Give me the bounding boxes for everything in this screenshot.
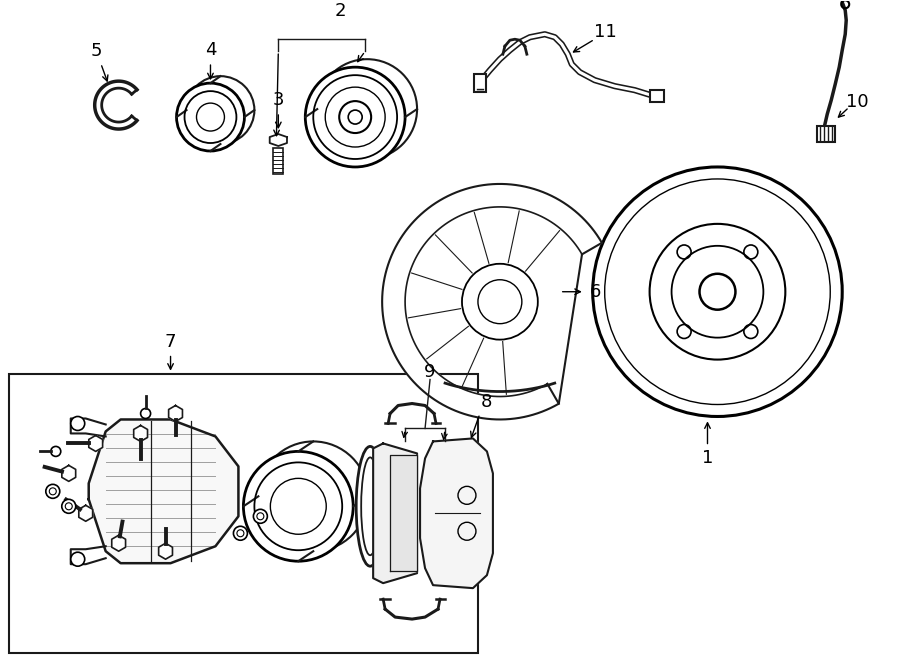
Text: 8: 8	[482, 393, 492, 410]
Polygon shape	[420, 438, 493, 588]
Circle shape	[140, 408, 150, 418]
Circle shape	[305, 67, 405, 167]
Text: 4: 4	[204, 41, 216, 59]
Circle shape	[46, 485, 59, 498]
Bar	[650, 90, 663, 102]
Circle shape	[71, 416, 85, 430]
Circle shape	[62, 499, 76, 514]
Polygon shape	[62, 465, 76, 481]
Polygon shape	[390, 455, 417, 571]
Circle shape	[233, 526, 248, 540]
Polygon shape	[168, 405, 183, 422]
Bar	[817, 126, 835, 142]
Circle shape	[593, 167, 842, 416]
Bar	[274, 148, 284, 174]
Circle shape	[50, 446, 61, 456]
Text: 9: 9	[424, 363, 436, 381]
Circle shape	[176, 83, 245, 151]
Polygon shape	[382, 184, 602, 420]
Text: 1: 1	[702, 449, 713, 467]
Text: 6: 6	[590, 283, 601, 301]
Circle shape	[243, 451, 353, 561]
Bar	[9, 373, 478, 653]
Circle shape	[254, 509, 267, 524]
Polygon shape	[134, 426, 148, 442]
Polygon shape	[158, 543, 173, 559]
Polygon shape	[112, 535, 126, 551]
Circle shape	[71, 552, 85, 566]
Ellipse shape	[356, 446, 384, 566]
Polygon shape	[79, 505, 93, 522]
Bar	[474, 74, 486, 92]
Polygon shape	[374, 444, 417, 583]
Polygon shape	[89, 420, 238, 563]
Text: 7: 7	[165, 332, 176, 350]
Text: 2: 2	[335, 2, 346, 20]
Circle shape	[462, 264, 538, 340]
Polygon shape	[89, 436, 103, 451]
Text: 10: 10	[846, 93, 868, 111]
Polygon shape	[270, 134, 287, 146]
Text: 5: 5	[91, 42, 103, 60]
Text: 3: 3	[273, 91, 284, 109]
Text: 11: 11	[594, 23, 617, 41]
